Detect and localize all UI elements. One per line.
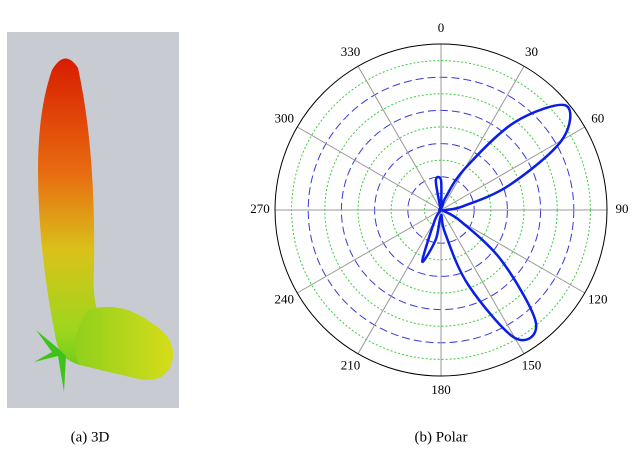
angle-tick-label: 60 xyxy=(591,110,604,125)
radial-grid-line xyxy=(441,66,524,210)
angle-tick-label: 270 xyxy=(250,201,270,216)
angle-tick-label: 300 xyxy=(274,110,294,125)
angle-tick-label: 240 xyxy=(274,291,294,306)
radial-grid-line xyxy=(358,210,441,354)
angle-tick-label: 180 xyxy=(431,382,451,397)
angle-tick-label: 330 xyxy=(341,44,361,59)
angle-tick-label: 90 xyxy=(616,201,629,216)
radial-grid-line xyxy=(297,127,441,210)
render-3d xyxy=(7,32,179,408)
radial-grid-line xyxy=(358,66,441,210)
radial-grid-line xyxy=(441,210,524,354)
caption: (a) 3D xyxy=(71,429,110,445)
angle-tick-label: 0 xyxy=(438,20,445,35)
angle-tick-label: 30 xyxy=(525,44,538,59)
figure: 0 30 60 90 120 150 180 210 240 270 300 330 (a) 3D (… xyxy=(0,0,641,453)
angle-tick-label: 150 xyxy=(522,358,542,373)
caption: (b) Polar xyxy=(415,429,468,445)
radial-grid-line xyxy=(297,210,441,293)
polar-chart: 0 30 60 90 120 150 180 210 240 270 300 330 xyxy=(250,20,628,397)
angle-tick-label: 210 xyxy=(341,358,361,373)
angle-tick-label: 120 xyxy=(588,291,608,306)
